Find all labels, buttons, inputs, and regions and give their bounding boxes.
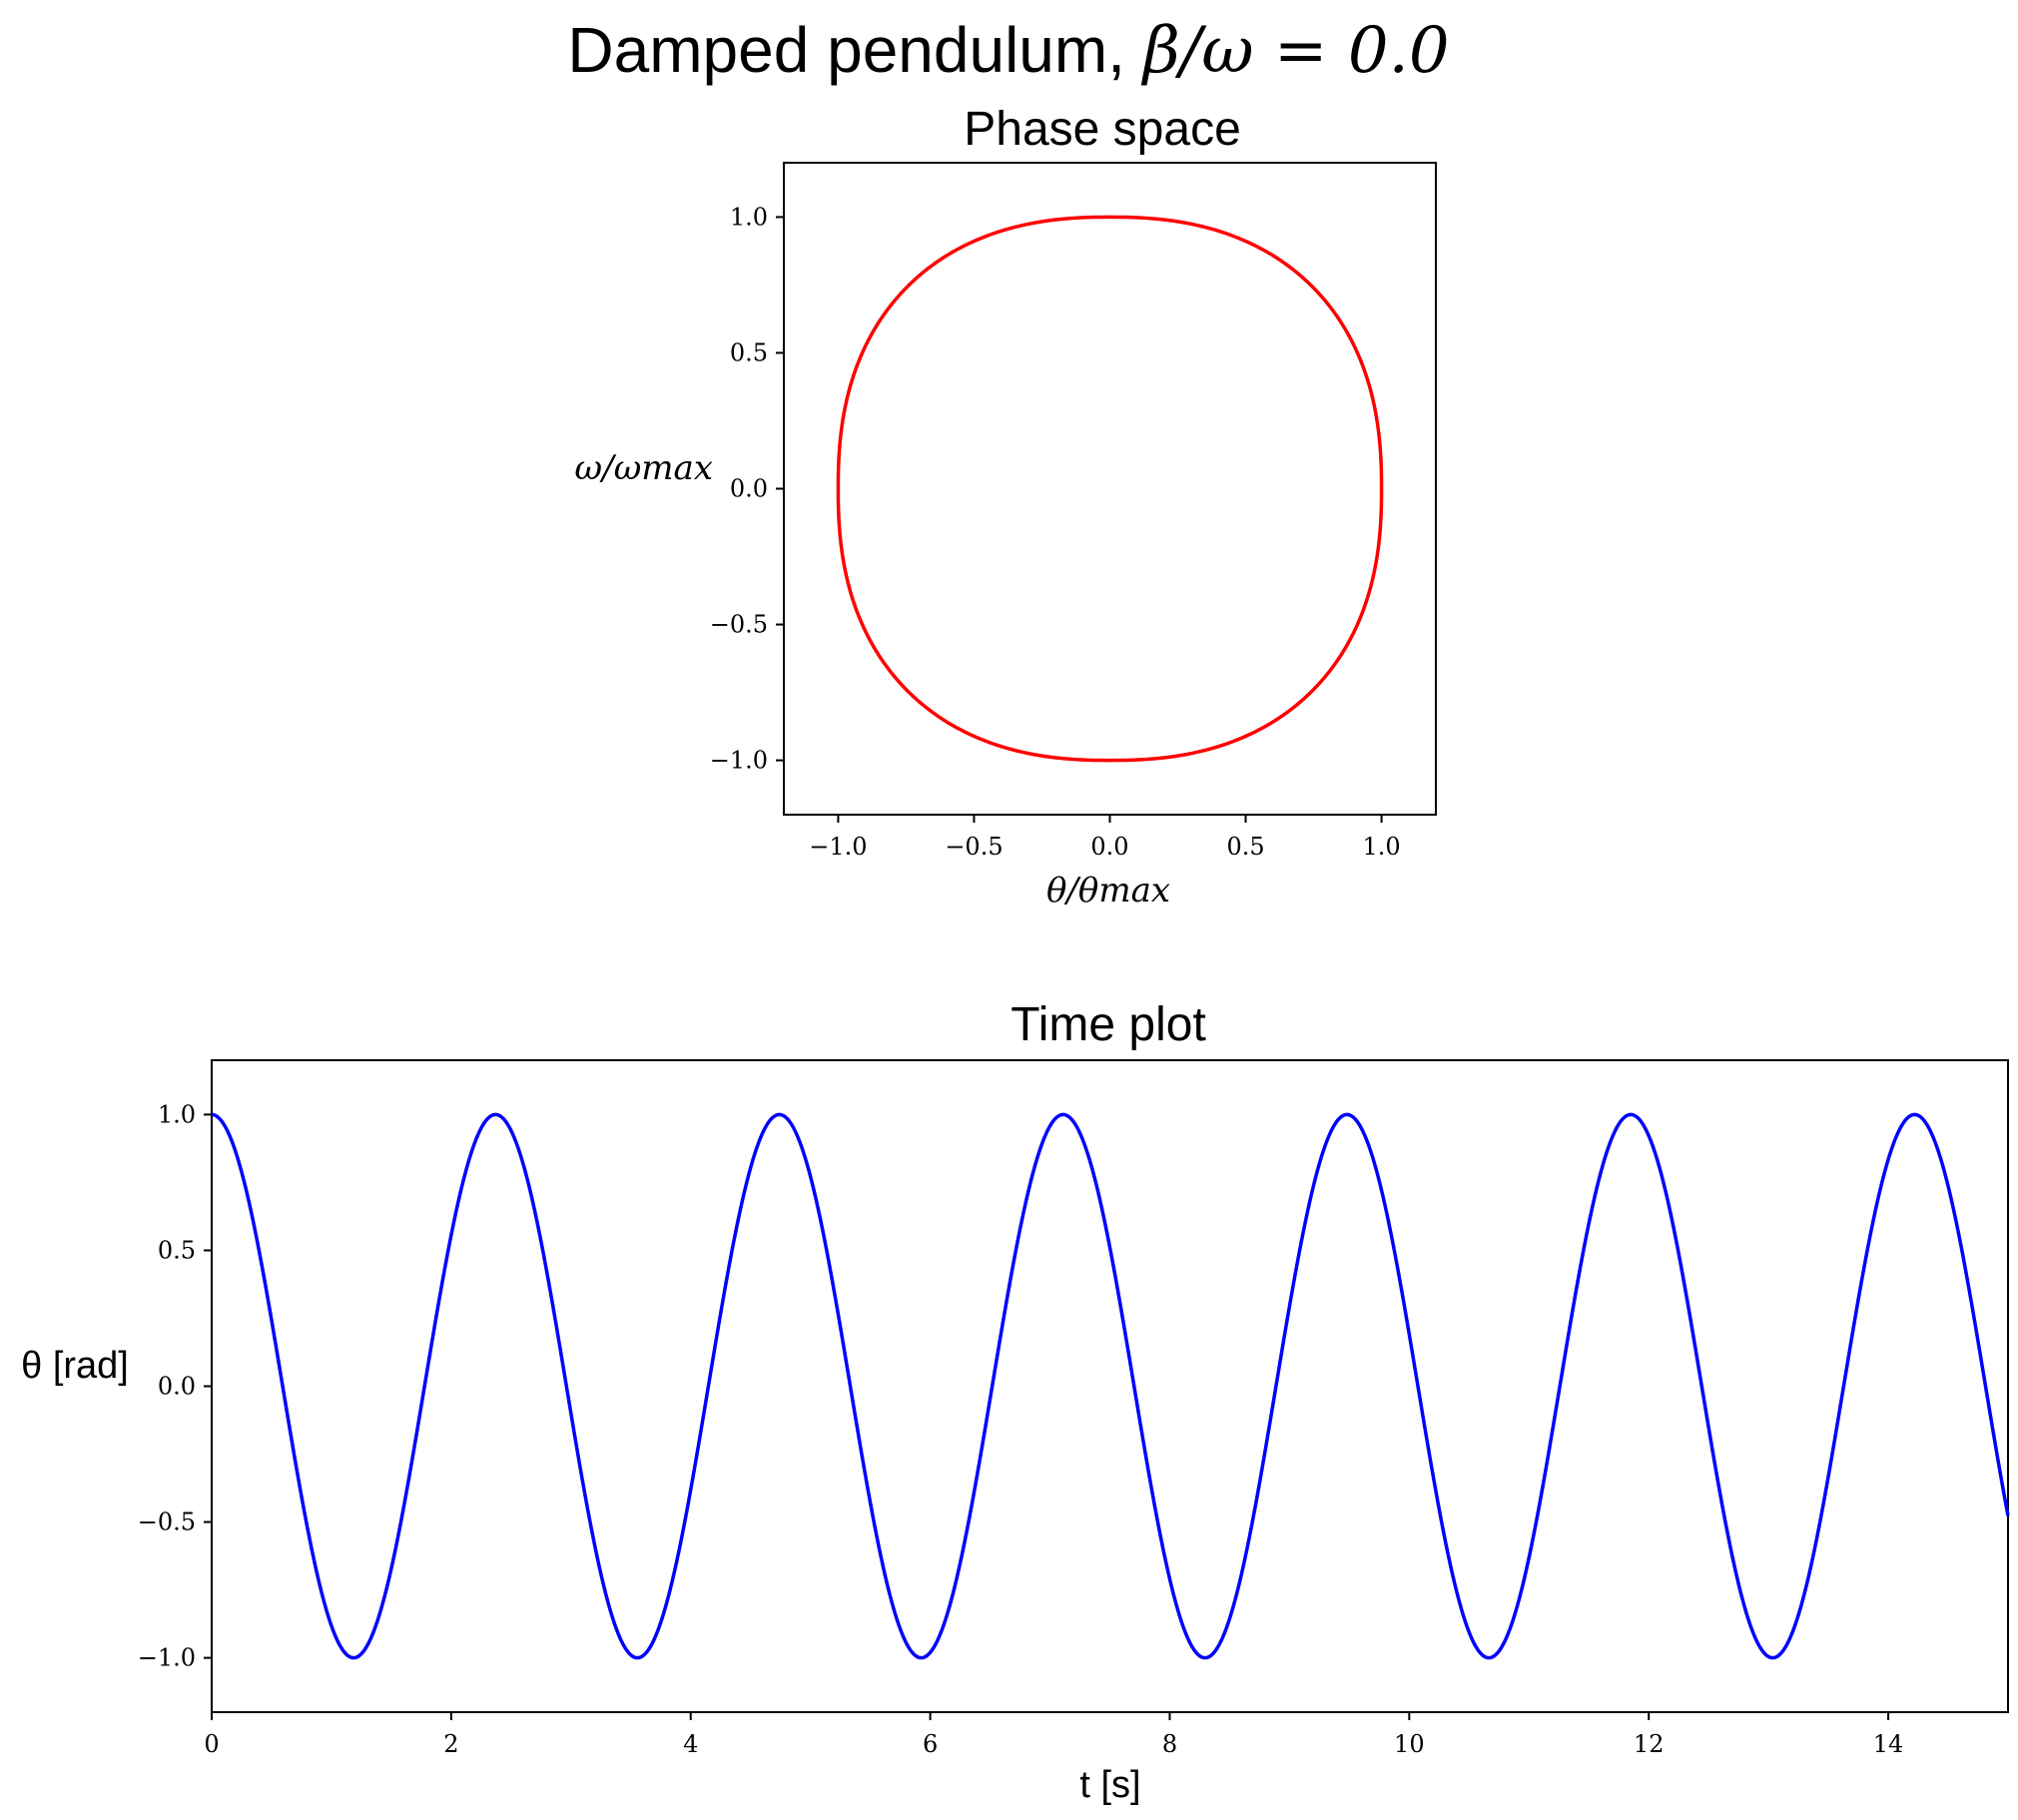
phase-space-x-tick-label: −0.5 [945,833,1003,861]
phase-space-y-tick-label: −1.0 [710,747,768,775]
time-plot-x-tick-label: 0 [204,1730,219,1758]
time-plot-y-ticks: −1.0 −0.5 0.0 0.5 1.0 [138,1100,212,1672]
suptitle-text: Damped pendulum, [567,14,1142,86]
time-plot-y-tick-label: −1.0 [138,1644,196,1672]
phase-space-x-tick-label: −1.0 [809,833,867,861]
figure-suptitle: Damped pendulum, β/ω = 0.0 [567,14,1449,88]
time-plot-x-tick-label: 14 [1873,1730,1904,1758]
time-plot-y-tick-label: 1.0 [158,1100,196,1128]
time-plot-y-tick-label: −0.5 [138,1509,196,1536]
time-plot-y-tick-label: 0.0 [158,1373,196,1401]
time-plot-x-ticks: 0 2 4 6 8 10 12 14 [204,1712,1903,1758]
phase-space-ylabel: ω/ωmax [574,448,713,488]
phase-space-orbit-line [836,215,1384,763]
phase-space-title: Phase space [964,103,1241,156]
phase-space-y-tick-label: 1.0 [730,203,768,231]
suptitle-math: β/ω = 0.0 [1141,14,1450,88]
time-plot-theta-line [211,1112,2010,1660]
time-plot-x-tick-label: 12 [1634,1730,1665,1758]
phase-space-y-ticks: −1.0 −0.5 0.0 0.5 1.0 [710,203,784,775]
phase-space-x-tick-label: 0.5 [1226,833,1264,861]
phase-space-y-tick-label: −0.5 [710,611,768,639]
time-plot-y-tick-label: 0.5 [158,1236,196,1264]
time-plot-title: Time plot [1010,998,1206,1051]
time-plot-xlabel: t [s] [1079,1764,1140,1806]
time-plot-x-tick-label: 8 [1162,1730,1177,1758]
time-plot-ylabel: θ [rad] [21,1345,129,1387]
phase-space-panel: Phase space −1.0 −0.5 0.0 0.5 1.0 −1.0 −0.5 0.… [574,103,1437,910]
phase-space-x-tick-label: 0.0 [1090,833,1128,861]
phase-space-x-ticks: −1.0 −0.5 0.0 0.5 1.0 [809,815,1401,861]
phase-space-xlabel: θ/θmax [1046,871,1170,910]
time-plot-x-tick-label: 6 [923,1730,938,1758]
time-plot-x-tick-label: 10 [1394,1730,1425,1758]
phase-space-y-tick-label: 0.0 [730,475,768,503]
phase-space-x-tick-label: 1.0 [1362,833,1400,861]
phase-space-y-tick-label: 0.5 [730,338,768,366]
time-plot-panel: Time plot 0 2 4 6 8 10 12 14 −1.0−0.50.00.51.0 … [21,998,2010,1806]
time-plot-x-tick-label: 2 [443,1730,458,1758]
time-plot-x-tick-label: 4 [683,1730,698,1758]
